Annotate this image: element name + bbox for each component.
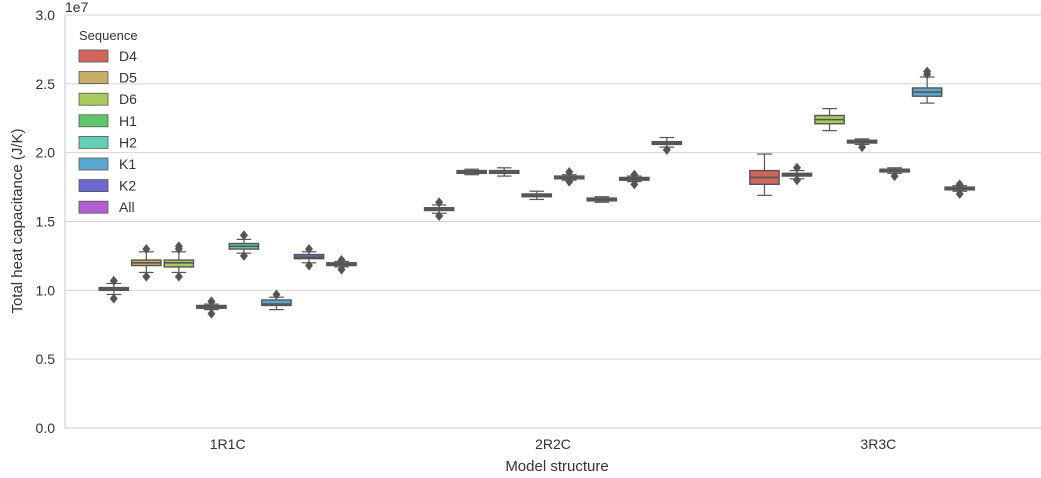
outlier-point [630,179,639,190]
box-k1-1r1c [261,289,292,311]
y-tick-label: 2.0 [36,145,56,161]
box-h2-1r1c [228,230,260,261]
y-tick-label: 3.0 [36,7,56,23]
legend-label-d5: D5 [119,70,137,86]
box-d6-3r3c [814,108,845,132]
outlier-point [174,271,183,282]
legend-label-k2: K2 [119,178,136,194]
x-tick-label: 3R3C [860,436,896,452]
y-axis-label: Total heat capacitance (J/K) [9,128,26,313]
legend-label-d6: D6 [119,91,137,107]
box-k2-2r2c [618,169,650,190]
outlier-point [305,260,313,271]
legend: Sequence D4 D5 D6 H1 H2 K1 K2 All [78,28,138,215]
outlier-point [955,188,964,199]
box-d5-2r2c [456,168,488,176]
y-gridlines [65,14,1041,360]
box-h1-1r1c [196,296,227,319]
outlier-point [337,255,346,266]
box-series [98,66,976,319]
box-k1-2r2c [586,196,618,203]
outlier-point [337,264,346,275]
iqr-box [261,299,292,307]
outlier-point [923,66,932,77]
y-tick-label: 2.5 [36,76,56,92]
x-axis-label: Model structure [505,458,608,475]
outlier-point [174,241,183,252]
box-d4-3r3c [749,153,780,196]
y-tick-label: 0.0 [36,420,56,436]
outlier-point [239,250,248,261]
box-h1-2r2c [521,190,553,201]
box-all-1r1c [326,255,357,275]
box-h2-2r2c [553,166,585,187]
legend-swatch-h1 [78,114,109,128]
axes [64,15,1041,429]
x-tick-label: 1R1C [210,436,246,452]
outlier-point [207,308,216,319]
outlier-point [207,296,216,307]
outlier-point [858,142,867,153]
box-h2-3r3c [879,167,910,182]
y-tick-label: 1.5 [36,214,56,230]
legend-swatch-h2 [78,135,109,149]
outlier-point [109,275,118,286]
legend-swatch-k2 [78,179,109,193]
box-d5-1r1c [130,244,162,282]
outlier-point [272,289,281,300]
outlier-point [793,175,801,186]
legend-swatch-d4 [78,49,109,63]
outlier-point [435,197,444,208]
box-k2-1r1c [293,244,325,271]
legend-label-h2: H2 [119,134,137,150]
legend-label-d4: D4 [119,48,137,64]
outlier-point [793,162,801,173]
legend-label-h1: H1 [119,113,137,129]
outlier-point [630,169,639,180]
legend-title: Sequence [79,28,138,43]
legend-label-k1: K1 [119,156,136,172]
outlier-point [142,271,151,282]
box-d6-1r1c [163,241,195,282]
outlier-point [239,230,248,241]
tick-labels: 0.0 0.5 1.0 1.5 2.0 2.5 3.0 1R1C 2R2C 3R3C [36,7,897,452]
outlier-point [109,293,118,304]
box-d4-1r1c [98,275,130,304]
y-tick-label: 1.0 [36,282,56,298]
legend-swatch-d6 [78,92,109,106]
y-tick-label: 0.5 [36,351,56,367]
legend-swatch-k1 [78,157,109,171]
outlier-point [565,176,574,187]
x-tick-label: 2R2C [535,436,571,452]
box-k1-3r3c [911,66,943,104]
box-k2-3r3c [944,179,976,199]
box-all-2r2c [651,136,683,155]
box-d5-3r3c [781,162,813,186]
y-offset-label: 1e7 [65,0,89,15]
box-d6-2r2c [488,167,520,177]
outlier-point [890,171,899,182]
outlier-point [142,244,151,255]
box-h1-3r3c [846,138,878,153]
box-d4-2r2c [423,197,455,221]
legend-label-all: All [119,199,135,215]
outlier-point [435,210,444,221]
legend-swatch-d5 [78,71,109,84]
legend-swatch-all [78,200,109,214]
outlier-point [305,244,313,255]
outlier-point [955,179,964,190]
outlier-point [662,144,671,155]
outlier-point [565,166,574,177]
